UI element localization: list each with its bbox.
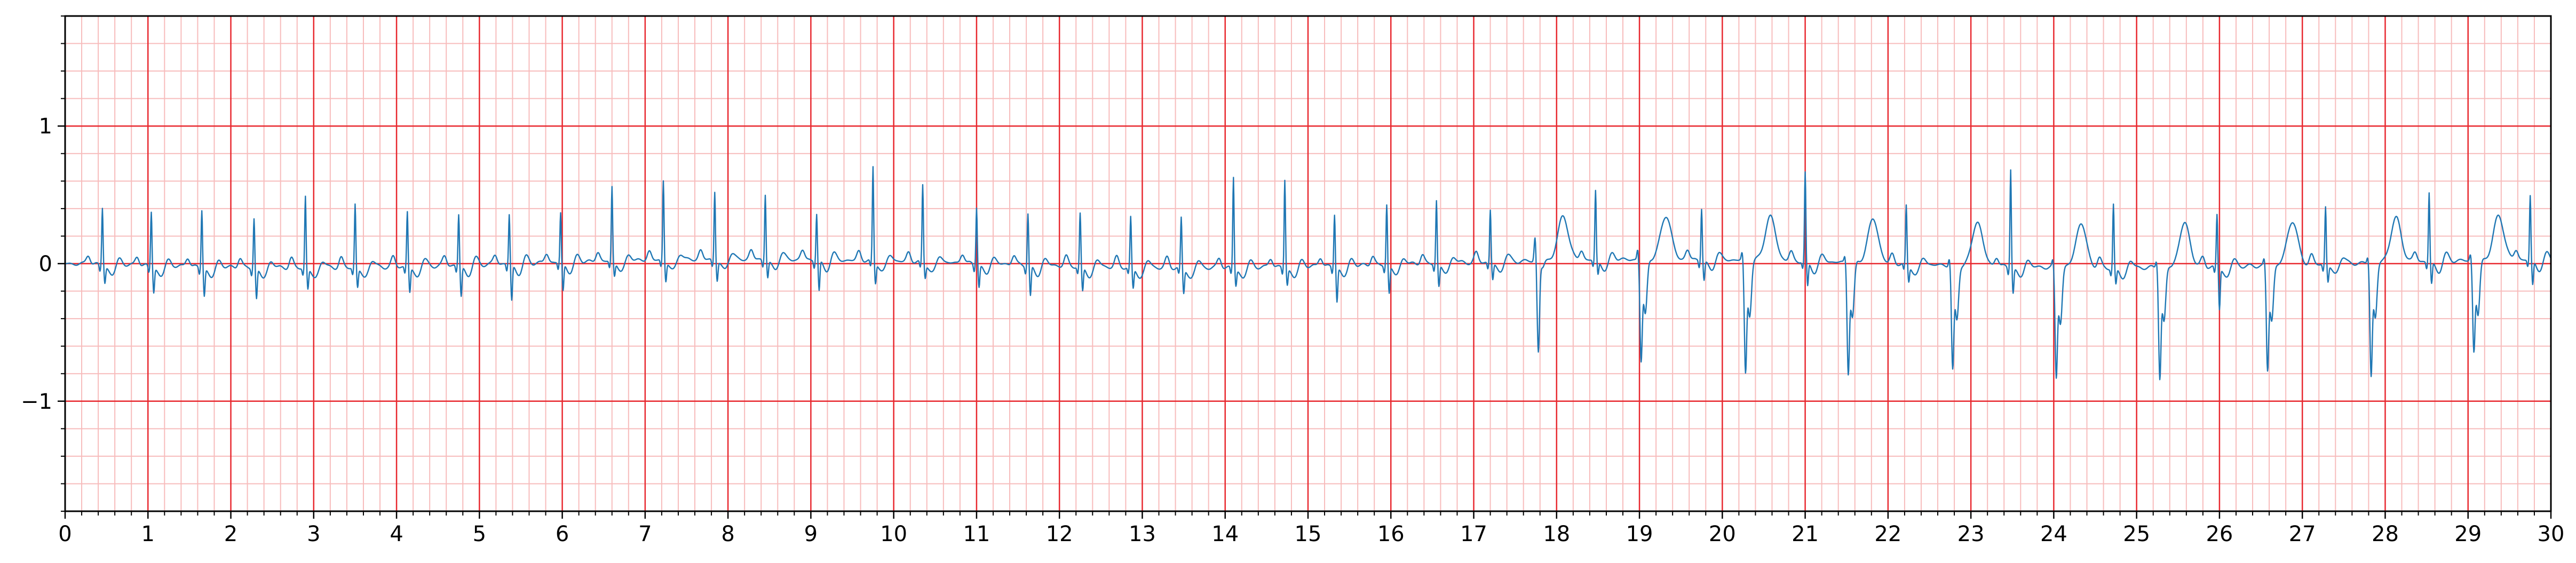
y-tick-label: −1 (21, 390, 52, 414)
x-tick-label: 21 (1792, 522, 1819, 546)
x-tick-label: 8 (721, 522, 734, 546)
x-tick-label: 17 (1460, 522, 1487, 546)
y-tick-label: 0 (39, 252, 52, 276)
x-tick-label: 28 (2372, 522, 2399, 546)
x-tick-label: 15 (1295, 522, 1322, 546)
x-tick-label: 18 (1543, 522, 1570, 546)
x-tick-label: 11 (963, 522, 990, 546)
x-tick-label: 7 (638, 522, 652, 546)
x-tick-label: 24 (2040, 522, 2067, 546)
x-tick-label: 26 (2206, 522, 2233, 546)
x-tick-label: 2 (224, 522, 237, 546)
ecg-trace-line (65, 166, 2552, 380)
tick-labels: 0 1 2 3 4 5 6 7 8 9 10 11 12 13 14 15 16 17 18 19 20 21 22 23 24… (21, 114, 2564, 546)
x-tick-label: 1 (141, 522, 155, 546)
x-tick-label: 4 (390, 522, 403, 546)
tick-marks (58, 15, 2552, 519)
trace-layer (65, 166, 2552, 380)
x-tick-label: 16 (1377, 522, 1405, 546)
x-tick-label: 22 (1874, 522, 1901, 546)
x-tick-label: 13 (1129, 522, 1156, 546)
x-tick-label: 19 (1626, 522, 1653, 546)
x-tick-label: 9 (804, 522, 818, 546)
x-tick-label: 25 (2123, 522, 2150, 546)
x-tick-label: 0 (58, 522, 72, 546)
x-tick-label: 29 (2454, 522, 2482, 546)
x-tick-label: 12 (1046, 522, 1073, 546)
x-tick-label: 10 (880, 522, 907, 546)
x-tick-label: 23 (1957, 522, 1985, 546)
x-tick-label: 14 (1211, 522, 1239, 546)
y-tick-label: 1 (39, 114, 52, 139)
x-tick-label: 3 (307, 522, 320, 546)
x-tick-label: 6 (556, 522, 569, 546)
x-tick-label: 27 (2289, 522, 2316, 546)
x-tick-label: 20 (1709, 522, 1736, 546)
x-tick-label: 30 (2538, 522, 2565, 546)
x-tick-label: 5 (473, 522, 486, 546)
